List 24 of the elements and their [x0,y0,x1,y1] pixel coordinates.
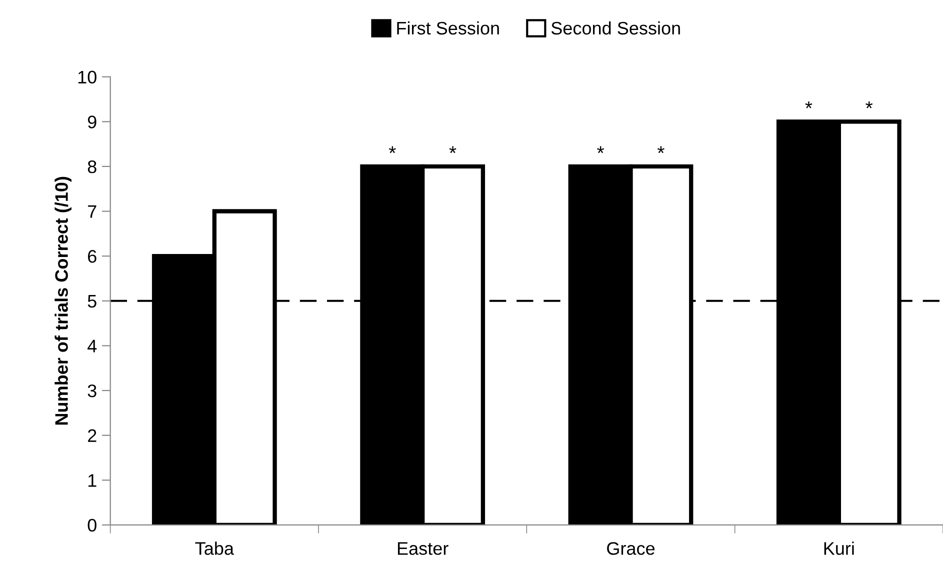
x-tick-label: Grace [607,542,655,555]
y-axis-title: Number of trials Correct (/10) [54,176,72,425]
annotation: * [866,101,873,108]
x-tick-label: Kuri [824,542,854,555]
y-tick-label: 8 [88,160,96,174]
y-tick-label: 5 [88,295,96,308]
y-tick-label: 4 [88,340,97,352]
y-tick-label: 2 [88,429,96,442]
y-tick-label: 0 [88,518,96,532]
annotation: * [449,146,456,154]
annotation: * [805,101,812,108]
legend-label: First Session [397,21,499,35]
y-tick-label: 3 [88,384,96,398]
y-tick-label: 9 [88,116,96,128]
x-tick-label: Easter [398,542,448,555]
y-tick-label: 1 [88,474,96,487]
y-tick-label: 7 [88,205,96,218]
annotation: * [657,146,664,154]
x-tick-label: Taba [195,542,234,555]
y-tick-label: 10 [78,70,96,84]
annotation: * [388,146,396,154]
annotation: * [597,146,604,154]
legend-label: Second Session [551,21,680,35]
y-tick-label: 6 [88,250,96,263]
